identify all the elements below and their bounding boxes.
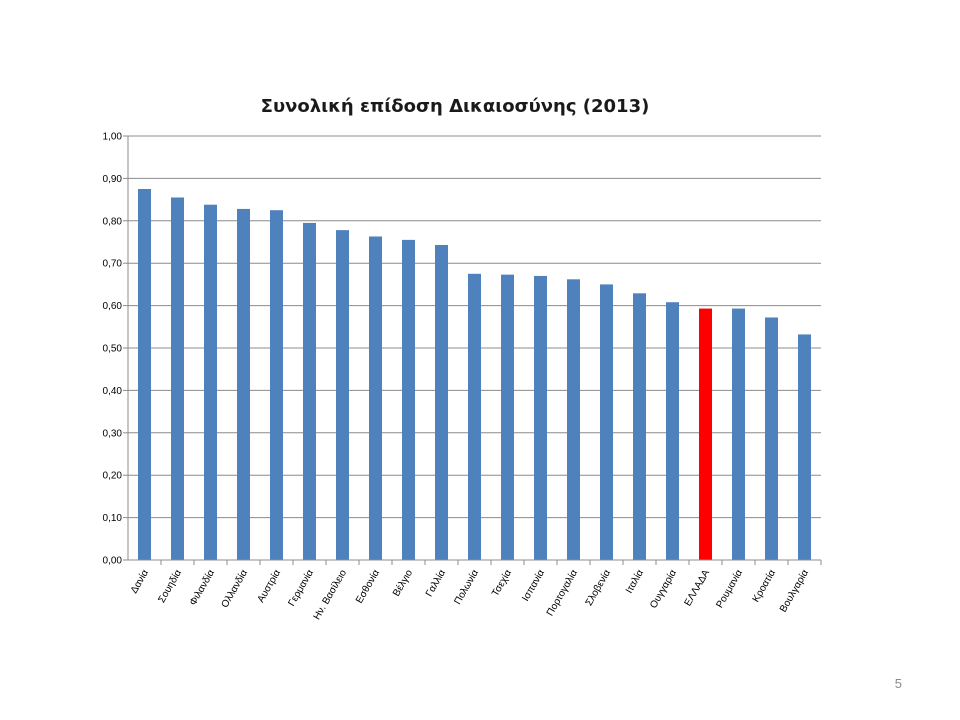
x-tick-label: Τσεχία <box>489 567 514 598</box>
y-tick-label: 0,50 <box>103 344 123 355</box>
x-tick-label: Ισπανία <box>519 567 547 603</box>
y-tick-label: 0,40 <box>103 386 123 397</box>
x-tick-label: Ολλανδία <box>219 567 250 610</box>
bar-7 <box>336 230 349 561</box>
bar-4 <box>237 208 250 561</box>
axes <box>127 136 822 565</box>
x-tick-label: Φιλανδία <box>187 567 217 607</box>
x-axis-tick-labels: Δανία Σουηδία Φιλανδία Ολλανδία Αυστρία Γερμα… <box>128 567 811 622</box>
x-tick-label: Δανία <box>128 567 151 595</box>
chart-title: Συνολική επίδοση Δικαιοσύνης (2013) <box>261 96 650 117</box>
x-tick-label: Ην. Βασίλειο <box>311 567 350 622</box>
bar-2 <box>171 197 184 561</box>
bar-11 <box>468 273 481 560</box>
bar-21 <box>798 334 811 560</box>
bars <box>138 189 811 561</box>
y-tick-label: 0,70 <box>103 259 123 270</box>
x-tick-label: Εσθονία <box>353 567 382 605</box>
y-tick-label: 0,10 <box>103 513 123 524</box>
y-axis-tick-labels: 0,00 0,10 0,20 0,30 0,40 0,50 0,60 0,70 0,80 0,90… <box>103 132 123 567</box>
y-tick-label: 0,20 <box>103 471 123 482</box>
bar-9 <box>402 239 415 560</box>
bar-18 <box>699 308 712 560</box>
x-tick-label: Κροατία <box>750 567 778 604</box>
x-tick-label: Σλοβενία <box>583 567 613 608</box>
bar-14 <box>567 279 580 560</box>
bar-17 <box>666 302 679 560</box>
bar-10 <box>435 244 448 560</box>
bar-12 <box>501 274 514 560</box>
bar-6 <box>303 222 316 561</box>
x-tick-label: Σουηδία <box>156 567 185 605</box>
x-tick-label: Βέλγιο <box>390 567 415 598</box>
y-tick-label: 0,30 <box>103 428 123 439</box>
bar-20 <box>765 317 778 560</box>
bar-13 <box>534 275 547 560</box>
x-tick-label: Ουγγαρία <box>647 567 679 610</box>
x-tick-label: Γερμανία <box>286 567 317 608</box>
bar-8 <box>369 236 382 560</box>
bar-16 <box>633 293 646 560</box>
x-tick-label: Ρουμανία <box>714 567 746 610</box>
y-tick-label: 0,00 <box>103 556 123 567</box>
bar-19 <box>732 308 745 560</box>
bar-15 <box>600 284 613 560</box>
x-tick-label: Γαλλία <box>423 567 448 599</box>
y-tick-label: 1,00 <box>103 132 123 143</box>
x-tick-label: Αυστρία <box>255 567 283 604</box>
bar-3 <box>204 204 217 561</box>
x-tick-label: ΕΛΛΑΔΑ <box>683 568 713 608</box>
x-tick-label: Ιταλία <box>623 567 646 595</box>
x-tick-label: Πολωνία <box>452 567 482 606</box>
y-tick-label: 0,80 <box>103 216 123 227</box>
page-number: 5 <box>894 676 902 691</box>
y-tick-label: 0,60 <box>103 301 123 312</box>
y-tick-label: 0,90 <box>103 174 123 185</box>
x-tick-label: Πορτογαλία <box>544 567 580 618</box>
bar-1 <box>138 189 151 560</box>
bar-5 <box>270 210 283 560</box>
x-tick-label: Βουλγαρία <box>777 567 811 614</box>
